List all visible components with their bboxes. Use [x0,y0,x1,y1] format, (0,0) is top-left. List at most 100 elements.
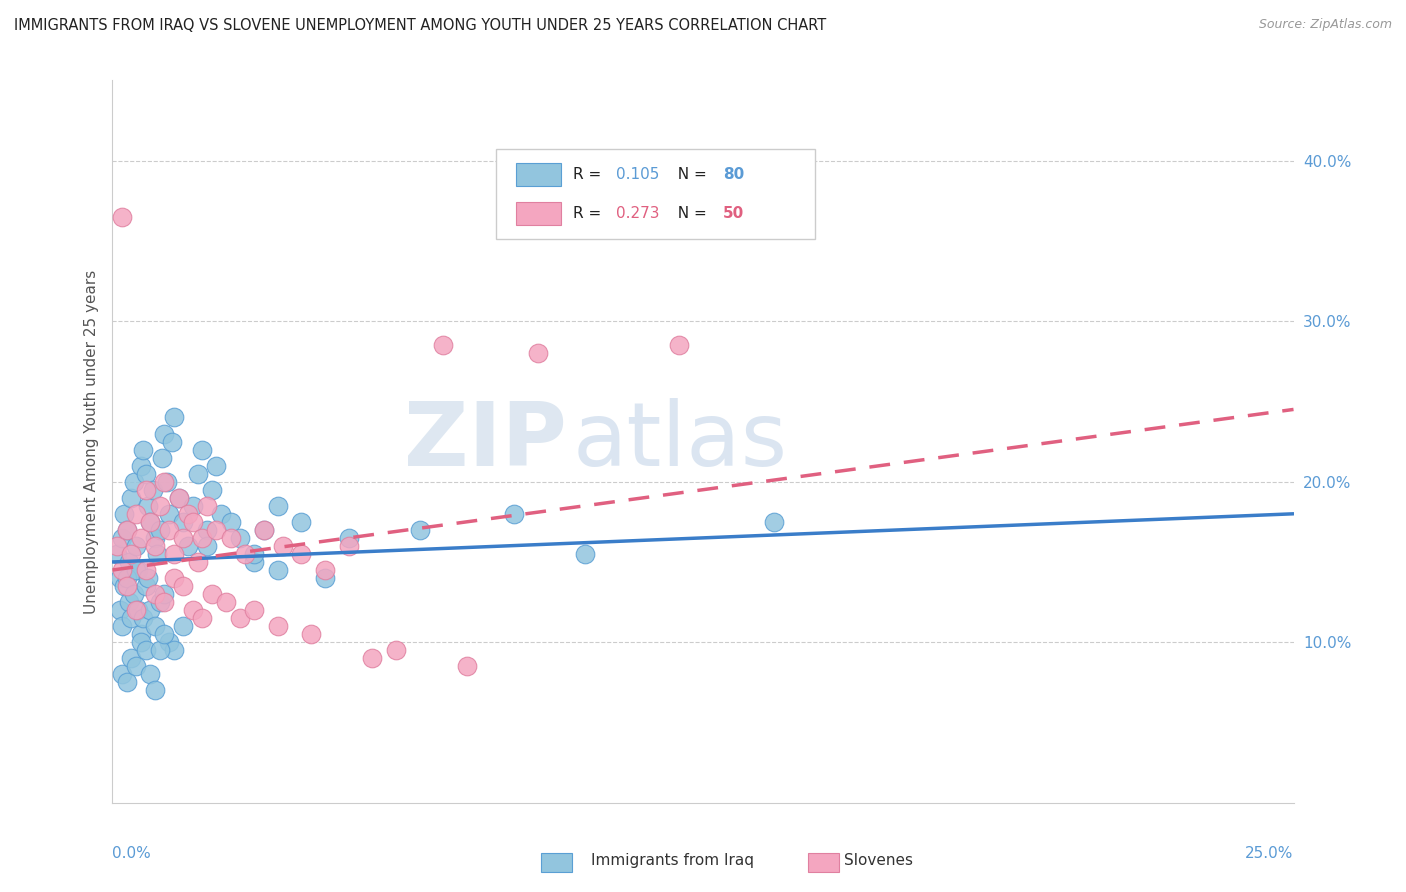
Point [181,603,204,617]
Point [132,442,155,457]
Point [243,555,266,569]
Point [115,523,138,537]
Point [195,539,218,553]
Bar [516,163,561,186]
Point [167,491,190,505]
Point [290,547,312,561]
Point [290,515,312,529]
Point [172,515,194,529]
Point [136,571,159,585]
Point [118,555,141,569]
Point [160,434,183,449]
Point [149,523,172,537]
Point [668,338,690,352]
Point [195,523,218,537]
Point [219,515,242,529]
Point [229,611,252,625]
Text: R =: R = [574,206,606,220]
Point [115,523,138,537]
Point [120,651,142,665]
Point [526,346,548,360]
Text: Immigrants from Iraq: Immigrants from Iraq [591,854,754,868]
Point [209,507,232,521]
Text: 0.273: 0.273 [616,206,659,220]
Point [120,611,142,625]
Text: 0.0%: 0.0% [112,847,152,861]
Point [125,563,148,577]
Point [253,523,276,537]
Point [112,579,135,593]
Point [172,579,194,593]
Point [136,499,159,513]
Point [108,571,131,585]
Point [143,531,166,545]
Point [271,539,294,553]
Point [153,475,176,489]
Point [153,627,176,641]
Point [267,563,290,577]
Point [215,595,238,609]
Point [219,531,242,545]
Point [135,483,157,497]
Point [125,603,148,617]
Point [503,507,526,521]
Point [129,531,152,545]
Point [129,627,152,641]
Point [574,547,596,561]
Point [156,475,179,489]
Point [143,619,166,633]
Point [135,579,157,593]
Text: atlas: atlas [574,398,789,485]
Point [139,603,162,617]
Point [149,643,172,657]
Point [111,210,134,224]
Point [253,523,276,537]
Point [127,603,149,617]
Point [111,563,134,577]
Point [125,539,148,553]
Point [111,619,134,633]
Point [143,683,166,698]
Point [267,619,290,633]
Point [337,539,360,553]
Point [157,523,180,537]
Point [153,595,176,609]
Point [456,659,478,673]
Point [135,467,157,481]
Point [105,539,128,553]
Text: ZIP: ZIP [405,398,567,485]
Text: Slovenes: Slovenes [844,854,912,868]
Point [120,491,142,505]
Text: IMMIGRANTS FROM IRAQ VS SLOVENE UNEMPLOYMENT AMONG YOUTH UNDER 25 YEARS CORRELAT: IMMIGRANTS FROM IRAQ VS SLOVENE UNEMPLOY… [14,18,827,33]
Point [191,611,214,625]
Point [143,539,166,553]
Point [432,338,454,352]
Point [127,563,149,577]
FancyBboxPatch shape [496,149,815,239]
Point [153,426,176,441]
Point [149,595,172,609]
Point [172,619,194,633]
Point [135,643,157,657]
Point [163,571,186,585]
Point [172,531,194,545]
Point [201,483,224,497]
Point [205,523,228,537]
Point [163,410,186,425]
Point [125,659,148,673]
Point [149,499,172,513]
Point [191,531,214,545]
Point [762,515,785,529]
Point [146,547,169,561]
Point [143,587,166,601]
Point [186,555,208,569]
Point [243,547,266,561]
Point [122,475,145,489]
Point [118,595,141,609]
Point [139,515,162,529]
Text: 0.105: 0.105 [616,168,659,183]
Point [177,507,200,521]
Point [163,547,186,561]
Point [385,643,408,657]
Point [153,587,176,601]
